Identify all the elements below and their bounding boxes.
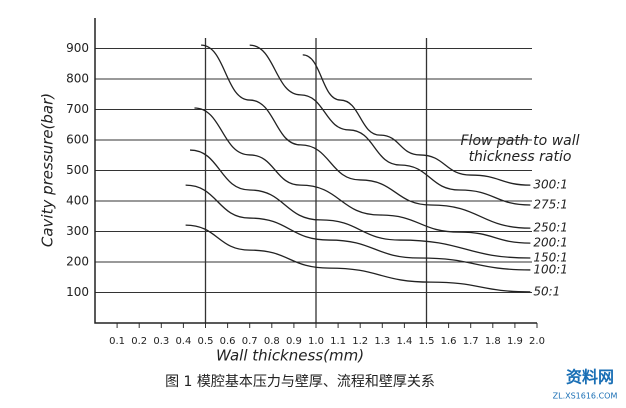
x-axis-label: Wall thickness(mm) — [216, 347, 364, 365]
x-tick-label: 1.6 — [441, 336, 457, 347]
series-label: 300:1 — [533, 178, 568, 192]
x-tick-label: 1.4 — [396, 336, 412, 347]
y-tick-label: 400 — [66, 194, 89, 208]
curve — [190, 149, 531, 259]
curve — [201, 44, 531, 229]
x-tick-label: 0.8 — [264, 336, 280, 347]
series-label: 200:1 — [533, 236, 568, 250]
y-tick-label: 600 — [66, 133, 89, 147]
x-tick-label: 0.1 — [109, 336, 125, 347]
x-tick-label: 0.4 — [175, 336, 191, 347]
series-label: 275:1 — [533, 197, 568, 211]
curve — [194, 107, 531, 244]
x-tick-label: 1.3 — [374, 336, 390, 347]
legend-title: Flow path to wall — [461, 133, 580, 149]
series-label: 50:1 — [533, 284, 560, 298]
x-tick-label: 1.9 — [507, 336, 523, 347]
x-tick-label: 1.7 — [463, 336, 479, 347]
y-tick-label: 500 — [66, 163, 89, 177]
series-label: 150:1 — [533, 251, 568, 265]
y-tick-label: 700 — [66, 102, 89, 116]
y-tick-label: 900 — [66, 41, 89, 55]
x-tick-label: 1.5 — [419, 336, 435, 347]
curve — [302, 54, 531, 186]
curve — [249, 44, 531, 206]
x-tick-label: 0.3 — [153, 336, 169, 347]
x-tick-label: 0.5 — [198, 336, 214, 347]
curve — [185, 224, 531, 293]
series-label: 250:1 — [533, 221, 568, 235]
x-tick-label: 2.0 — [529, 336, 545, 347]
x-tick-label: 1.2 — [352, 336, 368, 347]
x-tick-label: 0.7 — [242, 336, 258, 347]
y-tick-label: 200 — [66, 255, 89, 269]
x-tick-label: 0.6 — [220, 336, 236, 347]
x-tick-label: 1.8 — [485, 336, 501, 347]
y-tick-label: 100 — [66, 285, 89, 299]
x-tick-label: 1.0 — [308, 336, 324, 347]
y-tick-label: 300 — [66, 224, 89, 238]
x-tick-label: 0.2 — [131, 336, 147, 347]
x-tick-label: 1.1 — [330, 336, 346, 347]
caption: 图 1 模腔基本压力与壁厚、流程和壁厚关系 — [165, 373, 435, 390]
curve — [185, 184, 531, 271]
watermark-url: ZL.XS1616.COM — [553, 392, 618, 401]
legend-title: thickness ratio — [469, 149, 572, 165]
y-axis-label: Cavity pressure(bar) — [39, 93, 57, 247]
series-label: 100:1 — [533, 262, 568, 276]
y-tick-label: 800 — [66, 72, 89, 86]
axes — [94, 18, 537, 324]
x-tick-label: 0.9 — [286, 336, 302, 347]
watermark: 资料网 — [566, 368, 614, 387]
